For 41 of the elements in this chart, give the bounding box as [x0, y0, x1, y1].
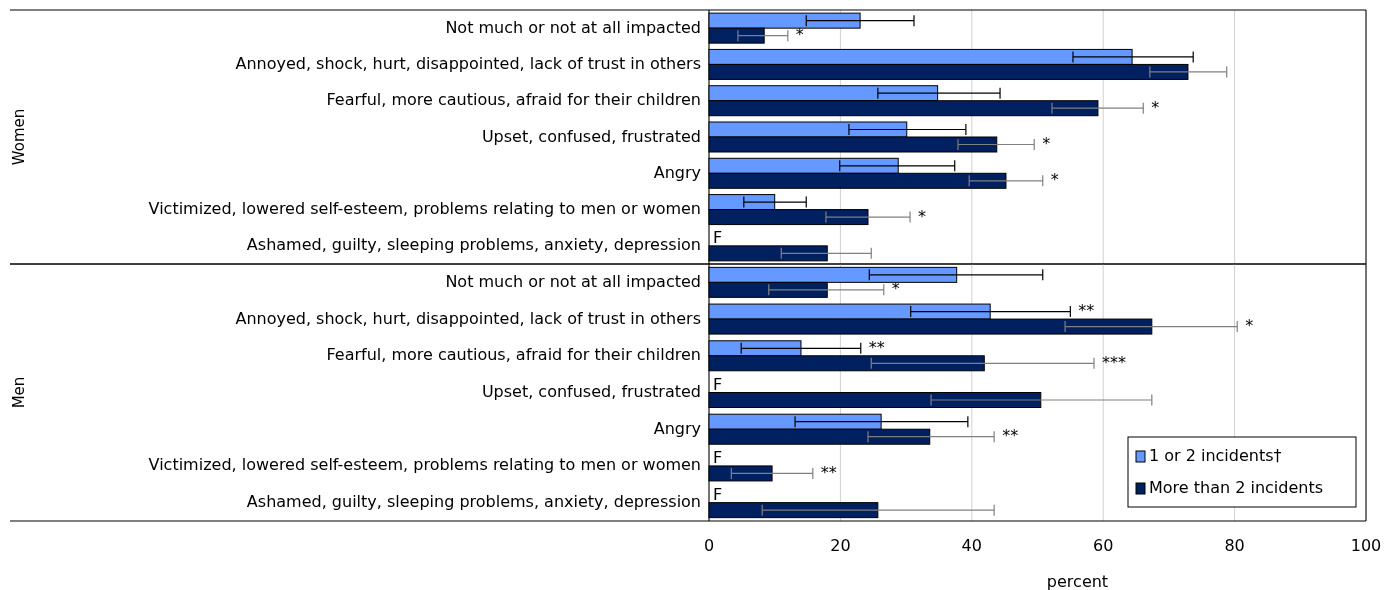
y-axis-title: Women: [10, 108, 28, 166]
legend-label: More than 2 incidents: [1149, 478, 1324, 497]
annotation: F: [713, 374, 723, 394]
y-tick-label: Annoyed, shock, hurt, disappointed, lack of trust in others: [235, 308, 701, 328]
y-tick-label: Not much or not at all impacted: [445, 271, 701, 291]
annotation: *: [1050, 170, 1059, 190]
annotation: F: [713, 227, 723, 247]
annotation: *: [918, 206, 927, 226]
annotation: **: [1078, 301, 1095, 321]
annotation: F: [713, 447, 723, 467]
annotation: F: [713, 484, 723, 504]
annotation: *: [1151, 97, 1160, 117]
annotation: **: [1002, 426, 1019, 446]
y-tick-label: Annoyed, shock, hurt, disappointed, lack of trust in others: [235, 53, 701, 73]
x-tick-label: 40: [961, 536, 982, 555]
y-tick-label: Not much or not at all impacted: [445, 17, 701, 37]
y-axis-title: Men: [10, 376, 28, 409]
y-tick-label: Upset, confused, frustrated: [481, 382, 701, 401]
y-tick-label: Angry: [653, 162, 701, 182]
annotation: **: [868, 337, 885, 357]
y-tick-label: Victimized, lowered self-esteem, problems relating to men or women: [148, 455, 701, 475]
annotation: *: [1042, 134, 1051, 153]
x-tick-label: 20: [830, 536, 851, 555]
y-tick-label: Fearful, more cautious, afraid for their children: [326, 345, 701, 365]
y-tick-label: Upset, confused, frustrated: [481, 126, 701, 146]
annotation: *: [1245, 316, 1254, 336]
y-tick-label: Ashamed, guilty, sleeping problems, anxiety, depression: [246, 235, 701, 255]
y-tick-label: Victimized, lowered self-esteem, problems relating to men or women: [148, 199, 701, 219]
annotation: *: [891, 279, 900, 299]
annotation: **: [820, 462, 837, 482]
x-axis-title: percent: [1046, 572, 1109, 590]
y-tick-label: Fearful, more cautious, afraid for their children: [326, 90, 701, 110]
annotation: *: [795, 25, 804, 45]
x-tick-label: 60: [1093, 536, 1114, 555]
annotation: ***: [1102, 352, 1126, 372]
x-tick-label: 0: [703, 536, 715, 555]
y-tick-label: Ashamed, guilty, sleeping problems, anxiety, depression: [246, 492, 701, 512]
x-tick-label: 80: [1224, 536, 1245, 555]
x-tick-label: 100: [1350, 536, 1382, 555]
legend-label: 1 or 2 incidents†: [1149, 446, 1282, 465]
y-tick-label: Angry: [653, 418, 701, 438]
